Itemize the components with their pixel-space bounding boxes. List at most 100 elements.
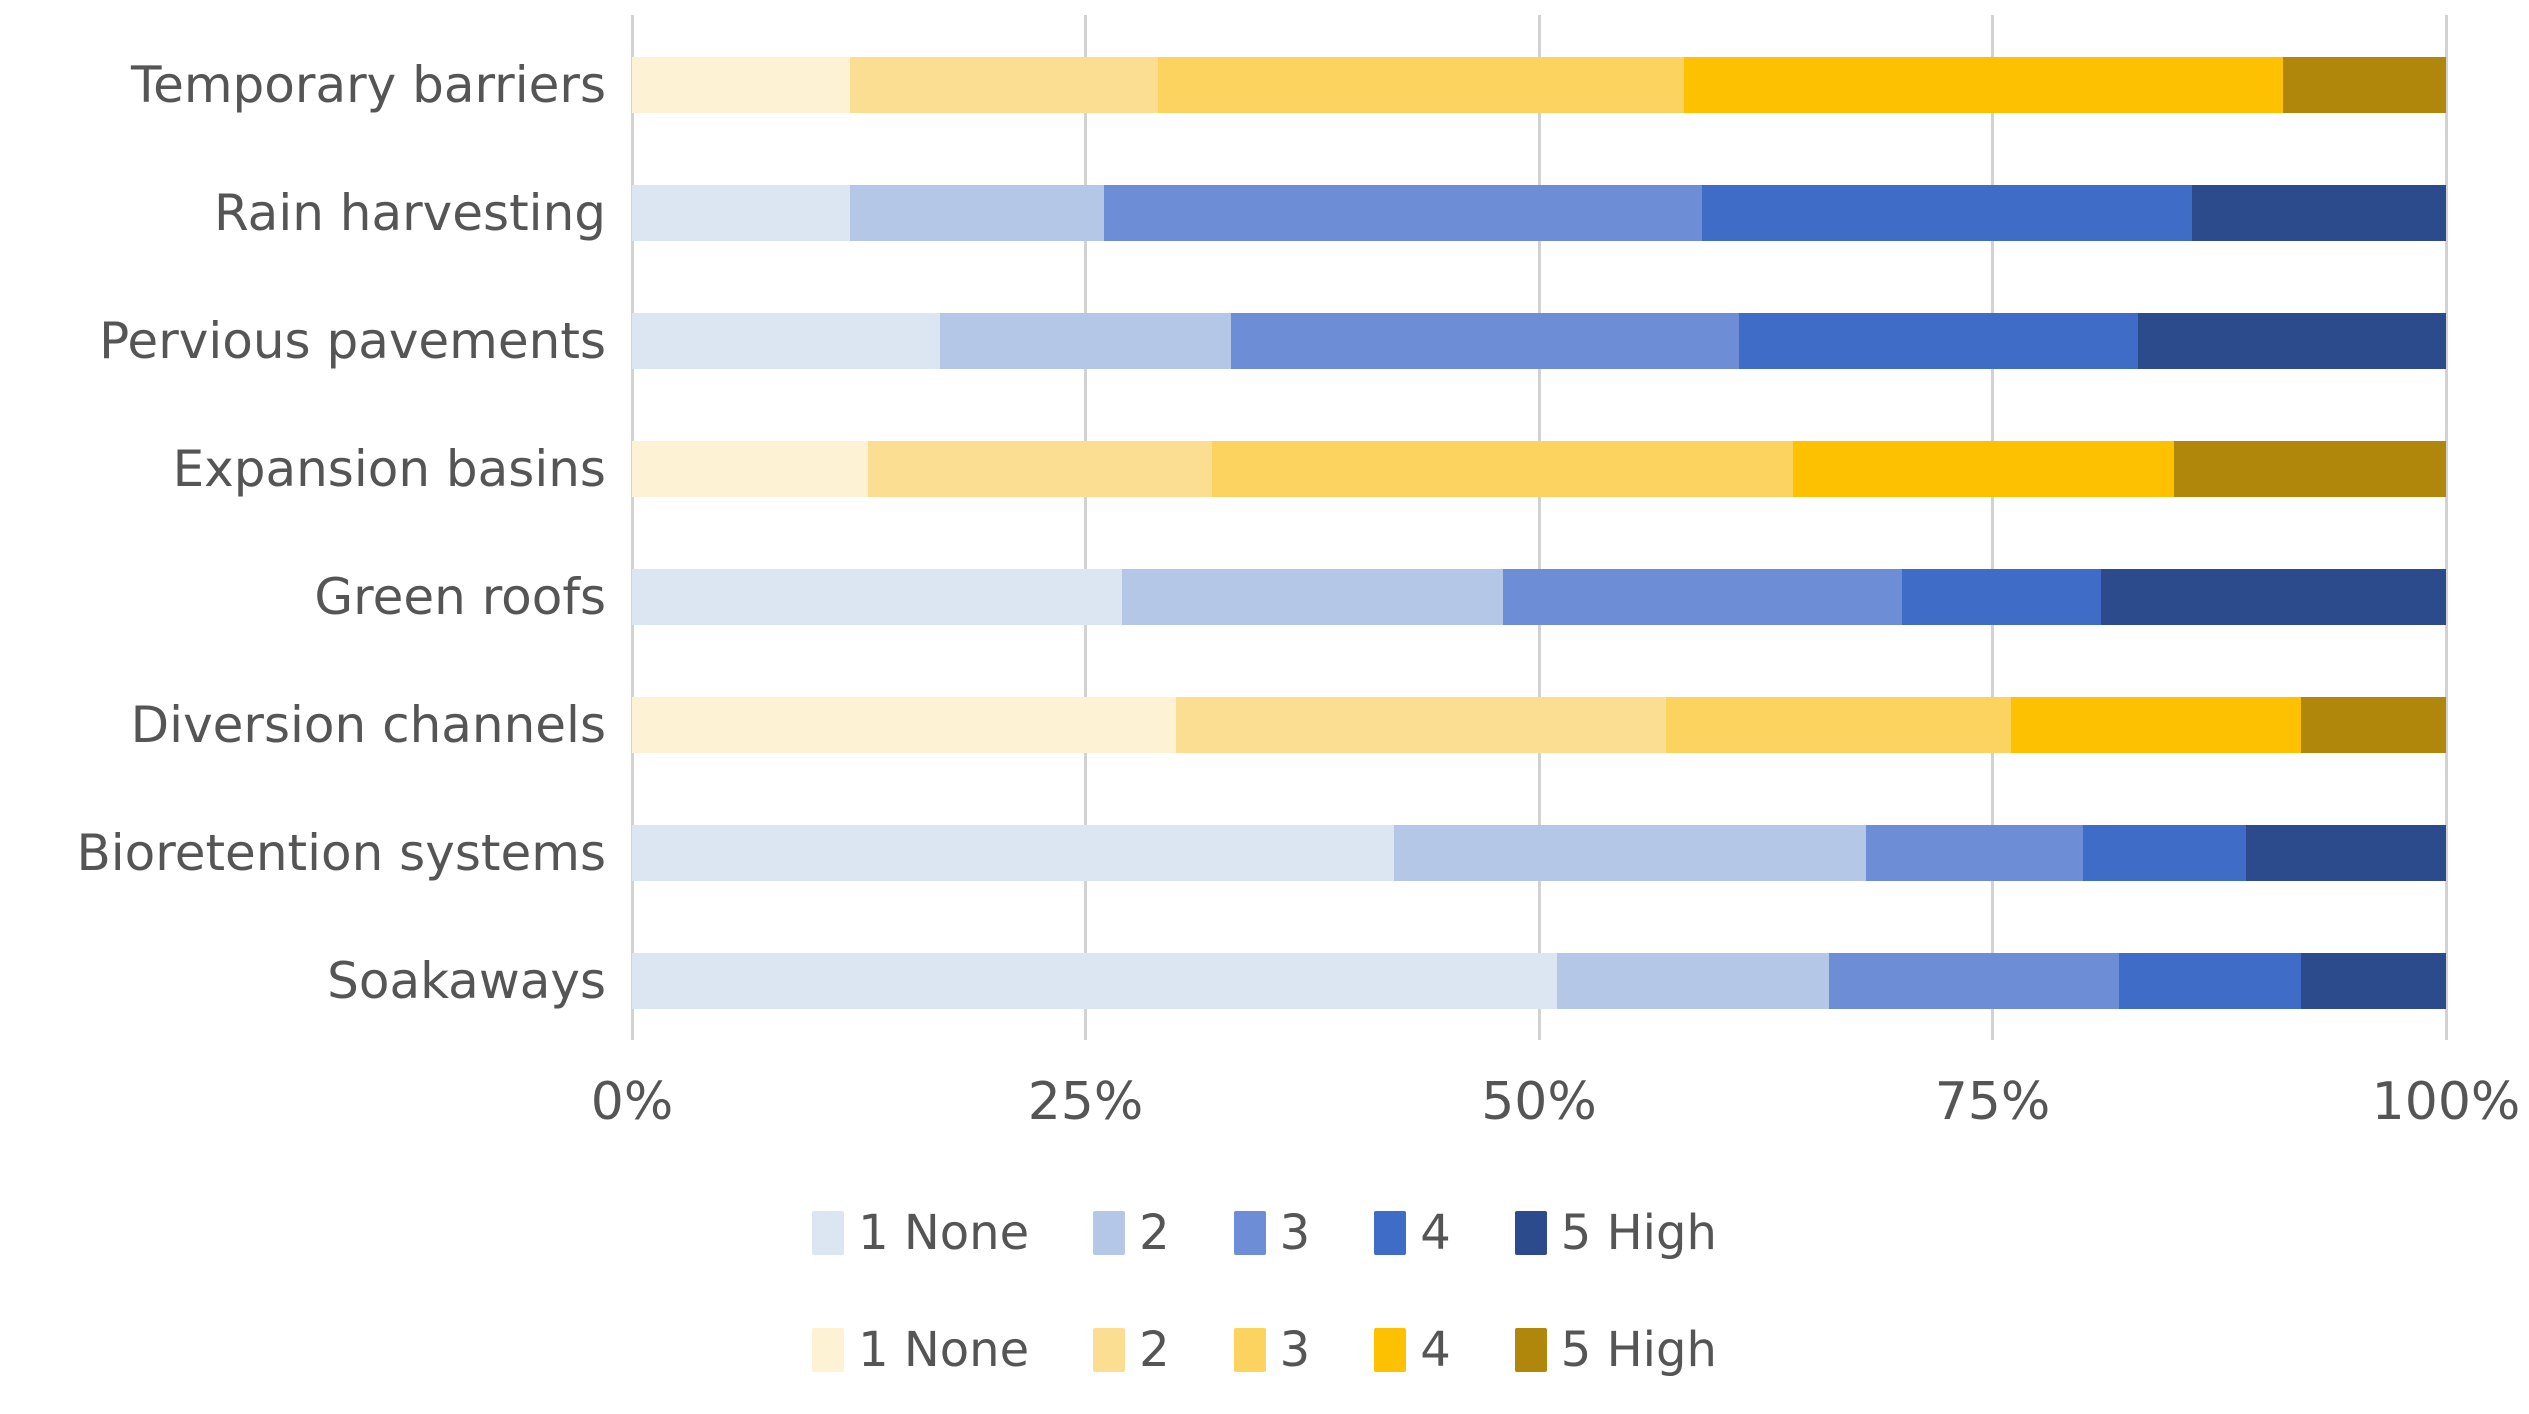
- bar-segment-level-4: [2119, 953, 2301, 1009]
- category-label: Soakaways: [327, 952, 606, 1010]
- legend-swatch-icon: [1233, 1211, 1266, 1255]
- stacked-bar: [632, 57, 2446, 113]
- bar-segment-level-3: [1230, 313, 1739, 369]
- bar-segment-level-5: [2173, 441, 2446, 497]
- bar-segment-level-4: [1738, 313, 2138, 369]
- legend-item-blue-5: 5 High: [1514, 1205, 1717, 1261]
- bar-rows-container: Temporary barriers Rain harvesting Perviou…: [0, 21, 2446, 1045]
- bar-segment-level-3: [1865, 825, 2084, 881]
- bar-segment-level-4: [1702, 185, 2192, 241]
- legend-swatch-icon: [1374, 1328, 1407, 1372]
- legend-item-blue-3: 3: [1233, 1205, 1311, 1261]
- legend-item-blue-4: 4: [1374, 1205, 1451, 1261]
- gridline-75: [1991, 15, 1994, 1040]
- bar-segment-level-2: [1121, 569, 1503, 625]
- legend-swatch-icon: [1514, 1328, 1547, 1372]
- bar-segment-level-1: [632, 57, 850, 113]
- bar-segment-level-5: [2137, 313, 2446, 369]
- bar-row: Rain harvesting: [0, 149, 2446, 277]
- x-tick-label-50: 50%: [1481, 1072, 1597, 1132]
- legend-item-yellow-4: 4: [1374, 1322, 1451, 1378]
- bar-segment-level-3: [1212, 441, 1793, 497]
- bar-segment-level-2: [940, 313, 1231, 369]
- bar-segment-level-5: [2300, 953, 2446, 1009]
- legend-swatch-icon: [1093, 1328, 1126, 1372]
- legend-label: 4: [1420, 1205, 1451, 1261]
- legend-yellow-scale: 1 None 2 3 4 5 High: [0, 1322, 2529, 1378]
- bar-segment-level-5: [2192, 185, 2446, 241]
- category-label: Expansion basins: [172, 440, 606, 498]
- bar-row: Temporary barriers: [0, 21, 2446, 149]
- bar-row: Pervious pavements: [0, 277, 2446, 405]
- legend-item-blue-2: 2: [1093, 1205, 1170, 1261]
- bar-segment-level-2: [1176, 697, 1666, 753]
- bar-segment-level-2: [1557, 953, 1830, 1009]
- stacked-bar: [632, 953, 2446, 1009]
- x-tick-label-100: 100%: [2371, 1072, 2521, 1132]
- gridline-25: [1084, 15, 1087, 1040]
- legend-item-blue-1: 1 None: [812, 1205, 1029, 1261]
- bar-segment-level-5: [2282, 57, 2446, 113]
- bar-segment-level-3: [1829, 953, 2120, 1009]
- legend-swatch-icon: [812, 1211, 845, 1255]
- legend-blue-scale: 1 None 2 3 4 5 High: [0, 1205, 2529, 1261]
- legend-label: 5 High: [1560, 1205, 1717, 1261]
- legend-swatch-icon: [1233, 1328, 1266, 1372]
- bar-segment-level-2: [849, 57, 1159, 113]
- legend-swatch-icon: [1093, 1211, 1126, 1255]
- bar-segment-level-2: [1393, 825, 1866, 881]
- legend-label: 3: [1279, 1322, 1311, 1378]
- bar-segment-level-1: [632, 697, 1177, 753]
- legend-label: 4: [1420, 1322, 1451, 1378]
- stacked-bar: [632, 185, 2446, 241]
- category-label: Diversion channels: [130, 696, 606, 754]
- legend-label: 2: [1139, 1322, 1170, 1378]
- bar-segment-level-4: [1792, 441, 2174, 497]
- gridline-100: [2444, 15, 2448, 1040]
- bar-row: Soakaways: [0, 917, 2446, 1045]
- legend-item-yellow-5: 5 High: [1514, 1322, 1717, 1378]
- bar-row: Diversion channels: [0, 661, 2446, 789]
- bar-segment-level-5: [2246, 825, 2446, 881]
- stacked-bar: [632, 697, 2446, 753]
- legend-item-yellow-1: 1 None: [812, 1322, 1029, 1378]
- bar-segment-level-3: [1103, 185, 1703, 241]
- bar-segment-level-1: [632, 953, 1558, 1009]
- bar-segment-level-4: [1684, 57, 2283, 113]
- bar-segment-level-1: [632, 569, 1122, 625]
- legend-label: 1 None: [858, 1205, 1030, 1261]
- legend-label: 3: [1279, 1205, 1311, 1261]
- bar-segment-level-1: [632, 185, 850, 241]
- category-label: Pervious pavements: [99, 312, 606, 370]
- bar-segment-level-2: [867, 441, 1213, 497]
- gridline-0: [630, 15, 634, 1040]
- bar-segment-level-4: [1901, 569, 2102, 625]
- gridline-50: [1537, 15, 1541, 1040]
- legend-item-yellow-2: 2: [1093, 1322, 1170, 1378]
- bar-segment-level-5: [2101, 569, 2446, 625]
- bar-segment-level-1: [632, 313, 941, 369]
- category-label: Green roofs: [314, 568, 606, 626]
- bar-segment-level-3: [1665, 697, 2011, 753]
- bar-segment-level-3: [1158, 57, 1685, 113]
- stacked-bar: [632, 569, 2446, 625]
- x-tick-label-25: 25%: [1027, 1072, 1144, 1132]
- bar-segment-level-1: [632, 825, 1394, 881]
- legend-label: 2: [1139, 1205, 1170, 1261]
- bar-segment-level-2: [849, 185, 1104, 241]
- bar-segment-level-1: [632, 441, 868, 497]
- legend-item-yellow-3: 3: [1233, 1322, 1311, 1378]
- bar-segment-level-4: [2083, 825, 2247, 881]
- x-tick-label-0: 0%: [590, 1072, 674, 1132]
- legend-label: 5 High: [1560, 1322, 1717, 1378]
- legend-label: 1 None: [858, 1322, 1030, 1378]
- category-label: Bioretention systems: [76, 824, 606, 882]
- bar-segment-level-5: [2300, 697, 2446, 753]
- bar-segment-level-3: [1502, 569, 1902, 625]
- bar-row: Expansion basins: [0, 405, 2446, 533]
- category-label: Temporary barriers: [131, 56, 606, 114]
- bar-row: Bioretention systems: [0, 789, 2446, 917]
- category-label: Rain harvesting: [214, 184, 606, 242]
- bar-segment-level-4: [2010, 697, 2301, 753]
